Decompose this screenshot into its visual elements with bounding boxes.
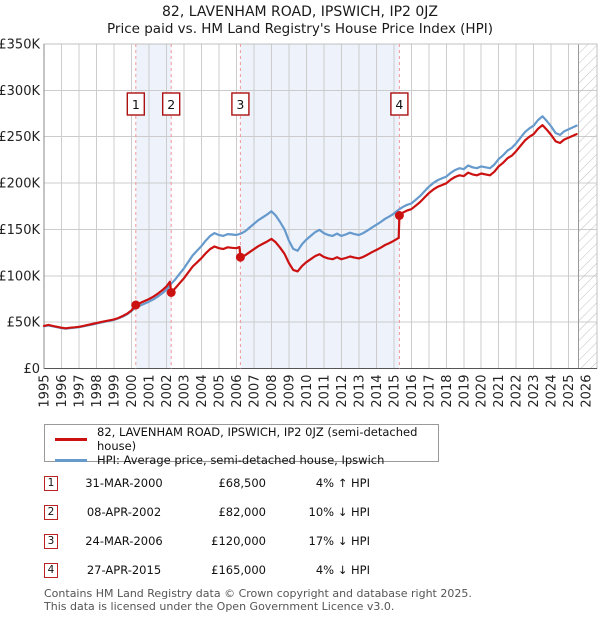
legend-label-price-paid: 82, LAVENHAM ROAD, IPSWICH, IP2 0JZ (sem… — [97, 425, 418, 453]
transaction-number-badge: 2 — [44, 505, 58, 520]
transaction-price: £165,000 — [211, 563, 266, 577]
sale-marker-box-2 — [161, 92, 181, 116]
x-tick-label: 2019 — [457, 375, 472, 408]
y-tick-label: £100K — [0, 269, 40, 284]
price-paid-line-swatch — [55, 437, 87, 441]
footer-line-1: Contains HM Land Registry data © Crown c… — [44, 587, 472, 600]
transaction-date: 08-APR-2002 — [86, 505, 162, 519]
x-tick-label: 2000 — [125, 375, 140, 408]
x-tick-label: 2003 — [177, 375, 192, 408]
sale-marker-number-2: 2 — [167, 97, 175, 112]
transaction-row: 4 27-APR-2015 £165,000 4% ↓ HPI — [44, 563, 384, 581]
transaction-price: £82,000 — [218, 505, 266, 519]
page-title: 82, LAVENHAM ROAD, IPSWICH, IP2 0JZ — [162, 4, 438, 20]
x-tick-label: 2016 — [405, 375, 420, 408]
x-tick-label: 2025 — [562, 375, 577, 408]
x-tick-label: 2008 — [265, 375, 280, 408]
x-tick-label: 1997 — [73, 375, 88, 408]
y-tick-label: £150K — [0, 223, 40, 238]
x-tick-label: 2022 — [510, 375, 525, 408]
sale-marker-number-3: 3 — [236, 97, 244, 112]
page-subtitle: Price paid vs. HM Land Registry's House … — [107, 21, 493, 37]
y-tick-label: £200K — [0, 177, 40, 192]
sale-dot-1 — [131, 300, 141, 310]
transaction-hpi-delta: 10% ↓ HPI — [308, 505, 370, 519]
transaction-number-badge: 4 — [44, 563, 58, 578]
transaction-row: 2 08-APR-2002 £82,000 10% ↓ HPI — [44, 505, 384, 523]
x-tick-label: 2005 — [212, 375, 227, 408]
y-tick-label: £0 — [23, 362, 40, 377]
sale-marker-number-1: 1 — [132, 97, 140, 112]
sale-marker-box-3 — [231, 92, 250, 116]
x-tick-label: 2004 — [195, 375, 210, 408]
sale-marker-box-4 — [390, 92, 409, 116]
x-tick-label: 1996 — [55, 375, 70, 408]
transaction-date: 24-MAR-2006 — [85, 534, 163, 548]
transaction-row: 3 24-MAR-2006 £120,000 17% ↓ HPI — [44, 534, 384, 552]
legend-label-hpi: HPI: Average price, semi-detached house,… — [97, 453, 385, 467]
footer-line-2: This data is licensed under the Open Gov… — [44, 599, 395, 613]
x-tick-label: 2002 — [160, 375, 175, 408]
x-tick-label: 2001 — [142, 375, 157, 408]
hpi-line-swatch — [55, 458, 87, 462]
transactions-table: 1 31-MAR-2000 £68,500 4% ↑ HPI 2 08-APR-2002 £… — [44, 472, 384, 584]
sale-marker-box-1 — [126, 92, 146, 116]
sale-dot-3 — [235, 252, 245, 262]
y-tick-label: £250K — [0, 130, 40, 145]
transaction-number-badge: 3 — [44, 534, 58, 549]
x-tick-label: 2015 — [387, 375, 402, 408]
x-tick-label: 2014 — [370, 375, 385, 408]
x-tick-label: 1995 — [38, 375, 53, 408]
chart-legend: 82, LAVENHAM ROAD, IPSWICH, IP2 0JZ (sem… — [44, 424, 439, 467]
transaction-number-badge: 1 — [44, 476, 58, 491]
future-hatch-region — [578, 44, 597, 369]
price-history-chart: 1 2 3 4 £0 £50K £100K £150K £200K £250K £300K £350K… — [0, 38, 598, 408]
license-footer: Contains HM Land Registry data © Crown c… — [44, 587, 584, 613]
sale-dot-2 — [166, 288, 176, 297]
y-tick-label: £50K — [7, 316, 41, 331]
y-tick-label: £350K — [0, 38, 40, 53]
transaction-price: £68,500 — [218, 476, 266, 490]
transaction-hpi-delta: 17% ↓ HPI — [308, 534, 370, 548]
ownership-band-2 — [240, 44, 400, 369]
x-tick-label: 2024 — [545, 375, 560, 408]
y-tick-label: £300K — [0, 84, 40, 99]
transaction-hpi-delta: 4% ↓ HPI — [315, 563, 370, 577]
x-tick-label: 2012 — [335, 375, 350, 408]
legend-item-price-paid: 82, LAVENHAM ROAD, IPSWICH, IP2 0JZ (sem… — [55, 425, 438, 453]
transaction-row: 1 31-MAR-2000 £68,500 4% ↑ HPI — [44, 476, 384, 494]
transaction-hpi-delta: 4% ↑ HPI — [315, 476, 370, 490]
x-tick-label: 2018 — [440, 375, 455, 408]
x-tick-label: 2010 — [300, 375, 315, 408]
x-tick-label: 2007 — [247, 375, 262, 408]
legend-item-hpi: HPI: Average price, semi-detached house,… — [55, 453, 438, 467]
x-tick-label: 2017 — [422, 375, 437, 408]
x-tick-label: 2021 — [492, 375, 507, 408]
sale-dot-4 — [394, 211, 404, 220]
x-tick-label: 2011 — [317, 375, 332, 408]
x-tick-label: 2013 — [352, 375, 367, 408]
x-tick-label: 2023 — [527, 375, 542, 408]
x-tick-label: 1998 — [90, 375, 105, 408]
x-tick-label: 2006 — [230, 375, 245, 408]
transaction-price: £120,000 — [211, 534, 266, 548]
sale-marker-number-4: 4 — [395, 97, 403, 112]
transaction-date: 27-APR-2015 — [86, 563, 162, 577]
transaction-date: 31-MAR-2000 — [85, 476, 163, 490]
x-tick-label: 1999 — [108, 375, 123, 408]
x-tick-label: 2020 — [475, 375, 490, 408]
x-tick-label: 2026 — [580, 375, 595, 408]
x-tick-label: 2009 — [282, 375, 297, 408]
